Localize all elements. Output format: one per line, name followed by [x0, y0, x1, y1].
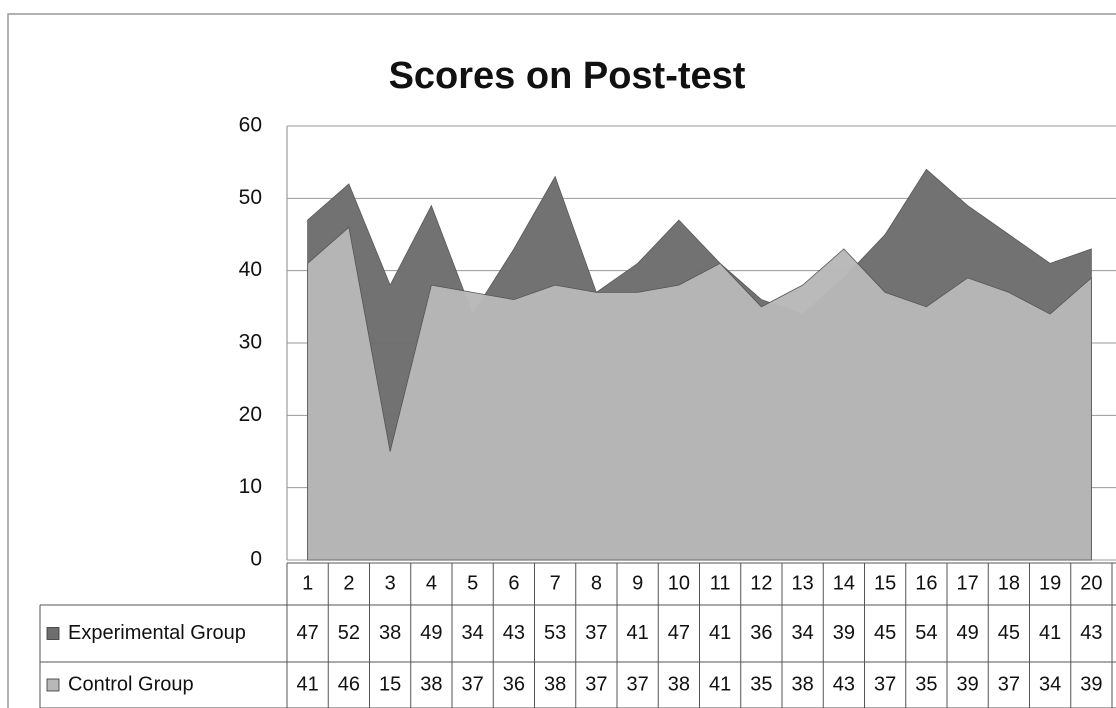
- table-cell: 39: [957, 673, 979, 695]
- table-cell: 41: [709, 622, 731, 644]
- table-cell: 53: [544, 622, 566, 644]
- x-tick-label: 14: [833, 572, 855, 594]
- y-tick-label: 50: [239, 186, 262, 209]
- table-cell: 38: [379, 622, 401, 644]
- y-tick-label: 0: [250, 548, 262, 571]
- x-tick-label: 7: [550, 572, 561, 594]
- legend-label: Experimental Group: [68, 622, 246, 644]
- table-cell: 36: [750, 622, 772, 644]
- x-tick-label: 4: [426, 572, 437, 594]
- x-tick-label: 20: [1080, 572, 1102, 594]
- table-cell: 47: [668, 622, 690, 644]
- y-tick-label: 60: [239, 114, 262, 137]
- table-cell: 43: [1080, 622, 1102, 644]
- y-tick-label: 40: [239, 258, 262, 281]
- x-tick-label: 19: [1039, 572, 1061, 594]
- legend-label: Control Group: [68, 673, 194, 695]
- table-cell: 39: [833, 622, 855, 644]
- y-tick-label: 10: [239, 475, 262, 498]
- x-tick-label: 6: [508, 572, 519, 594]
- table-cell: 41: [709, 673, 731, 695]
- table-cell: 38: [668, 673, 690, 695]
- table-cell: 37: [627, 673, 649, 695]
- y-tick-label: 20: [239, 403, 262, 426]
- table-cell: 45: [998, 622, 1020, 644]
- area: [307, 226, 1092, 561]
- table-cell: 49: [957, 622, 979, 644]
- x-tick-label: 12: [750, 572, 772, 594]
- table-cell: 39: [1080, 673, 1102, 695]
- table-cell: 47: [297, 622, 319, 644]
- table-cell: 52: [338, 622, 360, 644]
- table-cell: 38: [420, 673, 442, 695]
- x-tick-label: 9: [632, 572, 643, 594]
- legend-key: [46, 678, 60, 692]
- table-cell: 41: [297, 673, 319, 695]
- x-tick-label: 2: [343, 572, 354, 594]
- table-cell: 34: [462, 622, 484, 644]
- x-tick-label: 5: [467, 572, 478, 594]
- table-cell: 43: [503, 622, 525, 644]
- table-cell: 37: [998, 673, 1020, 695]
- table-cell: 46: [338, 673, 360, 695]
- x-tick-label: 1: [302, 572, 313, 594]
- table-cell: 38: [792, 673, 814, 695]
- x-tick-label: 10: [668, 572, 690, 594]
- x-tick-label: 3: [385, 572, 396, 594]
- table-cell: 41: [1039, 622, 1061, 644]
- table-cell: 54: [915, 622, 937, 644]
- table-cell: 37: [585, 673, 607, 695]
- table-cell: 34: [1039, 673, 1061, 695]
- table-cell: 41: [627, 622, 649, 644]
- table-cell: 37: [462, 673, 484, 695]
- x-tick-label: 16: [915, 572, 937, 594]
- x-tick-label: 11: [710, 572, 731, 594]
- y-tick-label: 30: [239, 331, 262, 354]
- table-cell: 35: [915, 673, 937, 695]
- table-cell: 36: [503, 673, 525, 695]
- table-cell: 34: [792, 622, 814, 644]
- table-cell: 15: [379, 673, 401, 695]
- table-cell: 37: [585, 622, 607, 644]
- table-cell: 37: [874, 673, 896, 695]
- table-cell: 35: [750, 673, 772, 695]
- table-cell: 49: [420, 622, 442, 644]
- x-tick-label: 15: [874, 572, 896, 594]
- chart-title: Scores on Post-test: [389, 55, 746, 97]
- table-cell: 45: [874, 622, 896, 644]
- legend-key: [46, 627, 60, 640]
- x-tick-label: 8: [591, 572, 602, 594]
- table-cell: 43: [833, 673, 855, 695]
- x-tick-label: 13: [792, 572, 814, 594]
- table-cell: 38: [544, 673, 566, 695]
- x-tick-label: 17: [957, 572, 979, 594]
- x-tick-label: 18: [998, 572, 1020, 594]
